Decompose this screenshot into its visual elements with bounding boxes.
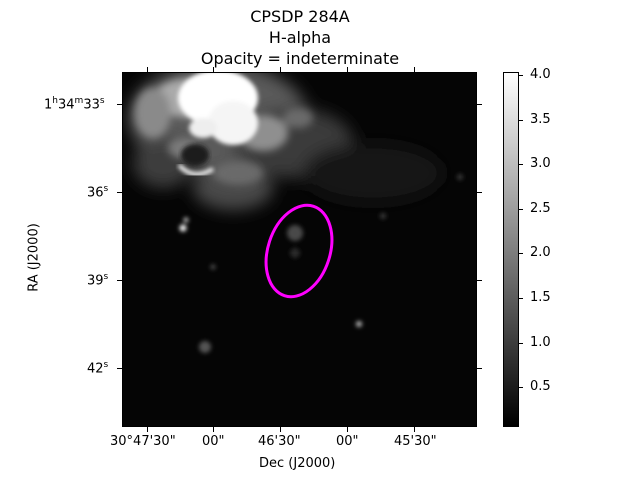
y-tick-right — [477, 368, 482, 369]
colorbar-tick — [519, 75, 523, 76]
colorbar-tick — [519, 164, 523, 165]
colorbar-tick — [519, 209, 523, 210]
colorbar-tick — [519, 120, 523, 121]
colorbar-label: 1.0 — [530, 335, 551, 350]
x-tick-label: 45'30" — [394, 434, 437, 449]
x-tick — [213, 427, 214, 432]
y-tick-right — [477, 104, 482, 105]
colorbar-tick — [519, 253, 523, 254]
plot-title-object: CPSDP 284A — [250, 7, 350, 26]
y-tick-label: 1h34m33s — [44, 96, 105, 113]
x-tick — [347, 427, 348, 432]
y-tick-label: 39s — [87, 272, 109, 289]
plot-title-opacity: Opacity = indeterminate — [200, 49, 400, 68]
x-tick-top — [414, 67, 415, 72]
image-panel — [122, 72, 477, 427]
x-tick — [414, 427, 415, 432]
bright-core — [178, 73, 258, 145]
x-tick-top — [213, 67, 214, 72]
y-tick-label: 36s — [87, 184, 109, 201]
y-tick — [117, 104, 122, 105]
point-sources — [179, 174, 463, 353]
x-tick-label: 00" — [202, 434, 225, 449]
y-tick-label: 42s — [87, 360, 109, 377]
colorbar-label: 2.0 — [530, 245, 551, 260]
x-tick-label: 00" — [336, 434, 359, 449]
y-tick-right — [477, 192, 482, 193]
colorbar-label: 0.5 — [530, 379, 551, 394]
colorbar-label: 3.5 — [530, 112, 551, 127]
x-tick-label: 30°47'30" — [110, 434, 176, 449]
y-tick-right — [477, 280, 482, 281]
colorbar-label: 3.0 — [530, 156, 551, 171]
y-tick — [117, 280, 122, 281]
x-tick — [147, 427, 148, 432]
x-axis-label: Dec (J2000) — [259, 456, 336, 471]
colorbar — [503, 72, 519, 427]
plot-title-band: H-alpha — [268, 28, 332, 47]
colorbar-tick — [519, 298, 523, 299]
x-tick-top — [347, 67, 348, 72]
x-tick-label: 46'30" — [258, 434, 301, 449]
y-axis-label: RA (J2000) — [26, 223, 42, 292]
colorbar-tick — [519, 343, 523, 344]
y-tick — [117, 368, 122, 369]
colorbar-label: 2.5 — [530, 201, 551, 216]
halpha-image — [123, 73, 476, 426]
dark-cavity — [177, 144, 215, 177]
x-tick-top — [280, 67, 281, 72]
x-tick-top — [147, 67, 148, 72]
colorbar-label: 4.0 — [530, 67, 551, 82]
x-tick — [280, 427, 281, 432]
target-ellipse — [264, 203, 334, 299]
colorbar-label: 1.5 — [530, 290, 551, 305]
colorbar-tick — [519, 387, 523, 388]
y-tick — [117, 192, 122, 193]
